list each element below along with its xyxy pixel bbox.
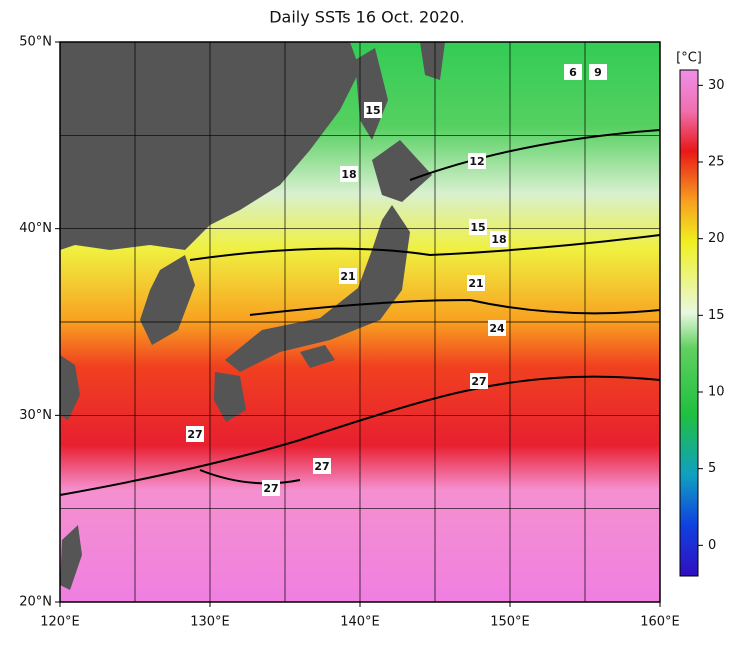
contour-label-box <box>469 219 487 235</box>
land-shikoku <box>300 345 335 368</box>
colorbar-tick-label: 25 <box>708 155 725 170</box>
colorbar <box>679 69 699 577</box>
land-kyushu <box>214 372 246 422</box>
lat-tick-label: 50°N <box>19 35 52 50</box>
colorbar-tick-label: 20 <box>708 231 725 246</box>
land-honshu <box>225 205 410 372</box>
lon-tick-label: 140°E <box>340 615 380 630</box>
contour-label-box <box>186 426 204 442</box>
contour-line <box>59 375 661 496</box>
contour-label-box <box>364 102 382 118</box>
contour-label: 12 <box>469 155 484 168</box>
contour-label: 18 <box>491 233 506 246</box>
lon-tick-label: 120°E <box>40 615 80 630</box>
contour-label: 27 <box>187 428 202 441</box>
contour-label: 21 <box>468 277 483 290</box>
contour-line <box>409 129 661 181</box>
contour-label-box <box>313 458 331 474</box>
contour-label: 27 <box>471 375 486 388</box>
land-taiwan <box>60 525 82 590</box>
contour-line <box>199 469 301 485</box>
contour-label: 15 <box>365 104 380 117</box>
colorbar-tick-label: 10 <box>708 385 725 400</box>
colorbar-tick-label: 0 <box>708 538 716 553</box>
lon-tick-label: 130°E <box>190 615 230 630</box>
land-korea <box>140 255 195 345</box>
contour-label: 27 <box>314 460 329 473</box>
contour-label-box <box>340 166 358 182</box>
contour-line <box>189 234 661 261</box>
contour-label: 27 <box>263 482 278 495</box>
land-china-coast <box>60 355 80 420</box>
lat-tick-label: 30°N <box>19 408 52 423</box>
contour-label: 24 <box>489 322 505 335</box>
contour-label-box <box>490 231 508 247</box>
contour-label: 18 <box>341 168 356 181</box>
lat-tick-label: 40°N <box>19 221 52 236</box>
land-kamchatka <box>420 42 445 80</box>
contour-label-box <box>339 268 357 284</box>
land-hokkaido <box>372 140 432 202</box>
colorbar-tick-label: 30 <box>708 78 725 93</box>
colorbar-unit: [°C] <box>676 51 702 66</box>
contour-label-box <box>564 64 582 80</box>
map-title: Daily SSTs 16 Oct. 2020. <box>269 8 465 27</box>
contour-label: 6 <box>569 66 577 79</box>
contour-label-box <box>589 64 607 80</box>
contour-label-box <box>468 153 486 169</box>
contour-label-box <box>262 480 280 496</box>
contour-label-box <box>467 275 485 291</box>
lon-tick-label: 150°E <box>490 615 530 630</box>
grid <box>60 42 660 602</box>
lon-tick-label: 160°E <box>640 615 680 630</box>
contour-label: 15 <box>470 221 485 234</box>
contour-line <box>249 298 661 316</box>
colorbar-tick-label: 15 <box>708 308 725 323</box>
lat-tick-label: 20°N <box>19 595 52 610</box>
colorbar-tick-label: 5 <box>708 461 716 476</box>
contour-label: 9 <box>594 66 602 79</box>
contour-label-box <box>488 320 506 336</box>
contour-label-box <box>470 373 488 389</box>
contour-label: 21 <box>340 270 355 283</box>
